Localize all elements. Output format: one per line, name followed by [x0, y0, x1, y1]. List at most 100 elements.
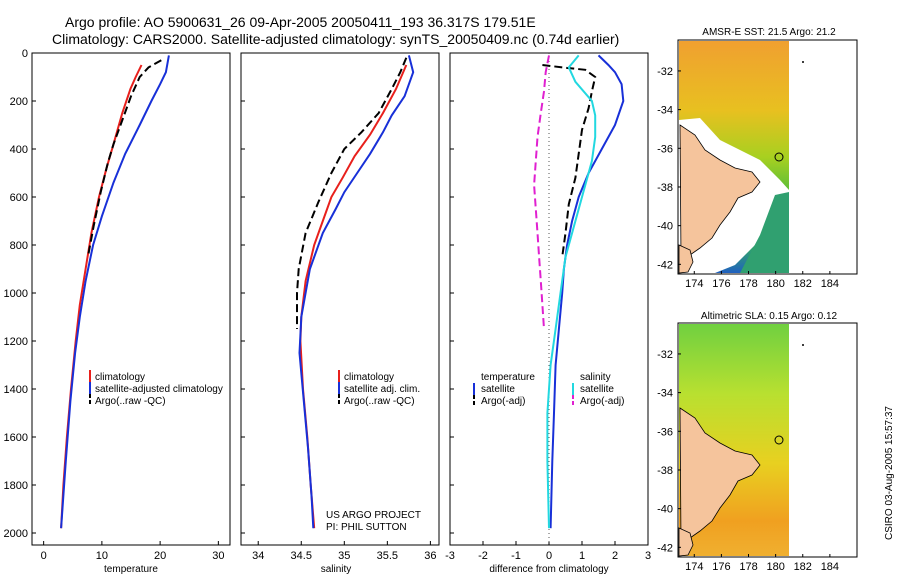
- y-tick-label: 1600: [4, 432, 28, 444]
- salinity-axes: [240, 52, 440, 546]
- difference-ticks: -3 -2 -1 0 1 2 3: [445, 52, 651, 562]
- map-y-tick-label: -40: [657, 504, 673, 516]
- x-tick-label: 10: [96, 550, 108, 562]
- map-x-tick-label: 174: [685, 561, 703, 573]
- difference-lines: [533, 54, 625, 529]
- salinity-legend: climatology satellite adj. clim. Argo(..…: [338, 370, 420, 407]
- legend-label-diff-s-argo: Argo(-adj): [580, 396, 624, 407]
- x-tick-label: 30: [212, 550, 224, 562]
- y-tick-label: 1000: [4, 288, 28, 300]
- temperature-lines: [60, 55, 170, 529]
- map-y-tick-label: -42: [657, 542, 673, 554]
- x-tick-label: 3: [645, 550, 651, 562]
- profile-title: Argo profile: AO 5900631_26 09-Apr-2005 …: [65, 14, 536, 30]
- legend-label-diff-s-sat: satellite: [580, 384, 614, 395]
- map-x-tick-label: 184: [821, 561, 839, 573]
- project-annotation: US ARGO PROJECT: [326, 510, 421, 521]
- sst-map-ticks: 174 176 178 180 182 184 -32 -34 -36 -38 -40 -42: [657, 66, 839, 290]
- map-x-tick-label: 176: [712, 561, 730, 573]
- series-line: [542, 64, 597, 258]
- series-line: [86, 59, 162, 258]
- map-x-tick-label: 184: [821, 278, 839, 290]
- nz-south-island-sla: [678, 527, 694, 557]
- map-x-tick-label: 178: [739, 561, 757, 573]
- map-y-tick-label: -38: [657, 465, 673, 477]
- y-tick-label: 1400: [4, 384, 28, 396]
- x-tick-label: 1: [579, 550, 585, 562]
- y-tick-label: 2000: [4, 528, 28, 540]
- x-tick-label: 34: [252, 550, 264, 562]
- x-tick-label: 35.5: [377, 550, 398, 562]
- difference-axes: [449, 52, 649, 546]
- map-y-tick-label: -42: [657, 259, 673, 271]
- temperature-legend: climatology satellite-adjusted climatolo…: [89, 370, 223, 407]
- x-tick-label: -1: [511, 550, 521, 562]
- map-y-tick-label: -40: [657, 221, 673, 233]
- legend-label-diff-t-argo: Argo(-adj): [481, 396, 525, 407]
- y-tick-label: 800: [10, 240, 28, 252]
- nz-landmass-sst: [679, 124, 761, 259]
- map-y-tick-label: -32: [657, 349, 673, 361]
- series-line: [533, 55, 550, 330]
- profile-location-marker-sst: [774, 152, 784, 162]
- series-line: [60, 55, 170, 529]
- legend-header-temperature: temperature: [481, 372, 535, 383]
- series-line: [296, 57, 408, 329]
- map-x-tick-label: 182: [794, 278, 812, 290]
- map-y-tick-label: -32: [657, 66, 673, 78]
- map-y-tick-label: -36: [657, 143, 673, 155]
- sst-map: AMSR-E SST: 21.5 Argo: 21.2 174 176 178 180…: [657, 27, 858, 290]
- salinity-xlabel: salinity: [321, 564, 352, 575]
- credit-text: CSIRO 03-Aug-2005 15:57:37: [884, 406, 895, 540]
- temperature-ticks: 0 10 20 30 0 200 400 600 800 1000 1200 1400 1600 1800…: [4, 48, 225, 562]
- series-line: [549, 54, 625, 529]
- map-y-tick-label: -34: [657, 388, 673, 400]
- map-y-tick-label: -34: [657, 105, 673, 117]
- map-x-tick-label: 182: [794, 561, 812, 573]
- pi-annotation: PI: PHIL SUTTON: [326, 522, 407, 533]
- map-y-tick-label: -38: [657, 182, 673, 194]
- legend-header-salinity: salinity: [580, 372, 611, 383]
- y-tick-label: 200: [10, 96, 28, 108]
- map-x-tick-label: 178: [739, 278, 757, 290]
- map-y-tick-label: -36: [657, 426, 673, 438]
- y-tick-label: 0: [22, 48, 28, 60]
- climatology-title: Climatology: CARS2000. Satellite-adjuste…: [52, 31, 619, 47]
- map-x-tick-label: 174: [685, 278, 703, 290]
- y-tick-label: 400: [10, 144, 28, 156]
- map-x-tick-label: 180: [766, 278, 784, 290]
- temperature-axes: [31, 52, 231, 546]
- x-tick-label: 34.5: [291, 550, 312, 562]
- x-tick-label: 0: [41, 550, 47, 562]
- x-tick-label: 0: [546, 550, 552, 562]
- sla-map: Altimetric SLA: 0.15 Argo: 0.12 174 176 17…: [657, 311, 858, 573]
- temperature-xlabel: temperature: [104, 564, 158, 575]
- salinity-panel: 34 34.5 35 35.5 36 salinity climatology sate…: [240, 52, 440, 575]
- x-tick-label: 35: [338, 550, 350, 562]
- legend-label-sal-climatology: climatology: [344, 372, 394, 383]
- sla-map-ticks: 174 176 178 180 182 184 -32 -34 -36 -38 -40 -42: [657, 349, 839, 573]
- nz-south-island-sst: [678, 244, 694, 274]
- legend-label-argo: Argo(..raw -QC): [95, 396, 166, 407]
- series-line: [546, 54, 597, 529]
- difference-panel: -3 -2 -1 0 1 2 3 difference from climatology t…: [445, 52, 651, 575]
- legend-label-sal-argo: Argo(..raw -QC): [344, 396, 415, 407]
- legend-label-diff-t-sat: satellite: [481, 384, 515, 395]
- y-tick-label: 1800: [4, 480, 28, 492]
- salinity-ticks: 34 34.5 35 35.5 36: [241, 52, 437, 562]
- nz-landmass-sla: [679, 407, 761, 542]
- salinity-lines: [296, 55, 415, 529]
- profile-location-marker-sla: [774, 435, 784, 445]
- legend-label-satellite: satellite-adjusted climatology: [95, 384, 223, 395]
- map-x-tick-label: 180: [766, 561, 784, 573]
- series-line: [298, 55, 415, 529]
- legend-label-climatology: climatology: [95, 372, 145, 383]
- island-dot-sla: [802, 344, 804, 346]
- difference-xlabel: difference from climatology: [489, 564, 608, 575]
- sla-map-title: Altimetric SLA: 0.15 Argo: 0.12: [701, 311, 838, 322]
- x-tick-label: -3: [445, 550, 455, 562]
- y-tick-label: 1200: [4, 336, 28, 348]
- sst-ocean-east: [740, 192, 789, 273]
- temperature-panel: 0 10 20 30 0 200 400 600 800 1000 1200 1400 1600 1800…: [4, 48, 231, 575]
